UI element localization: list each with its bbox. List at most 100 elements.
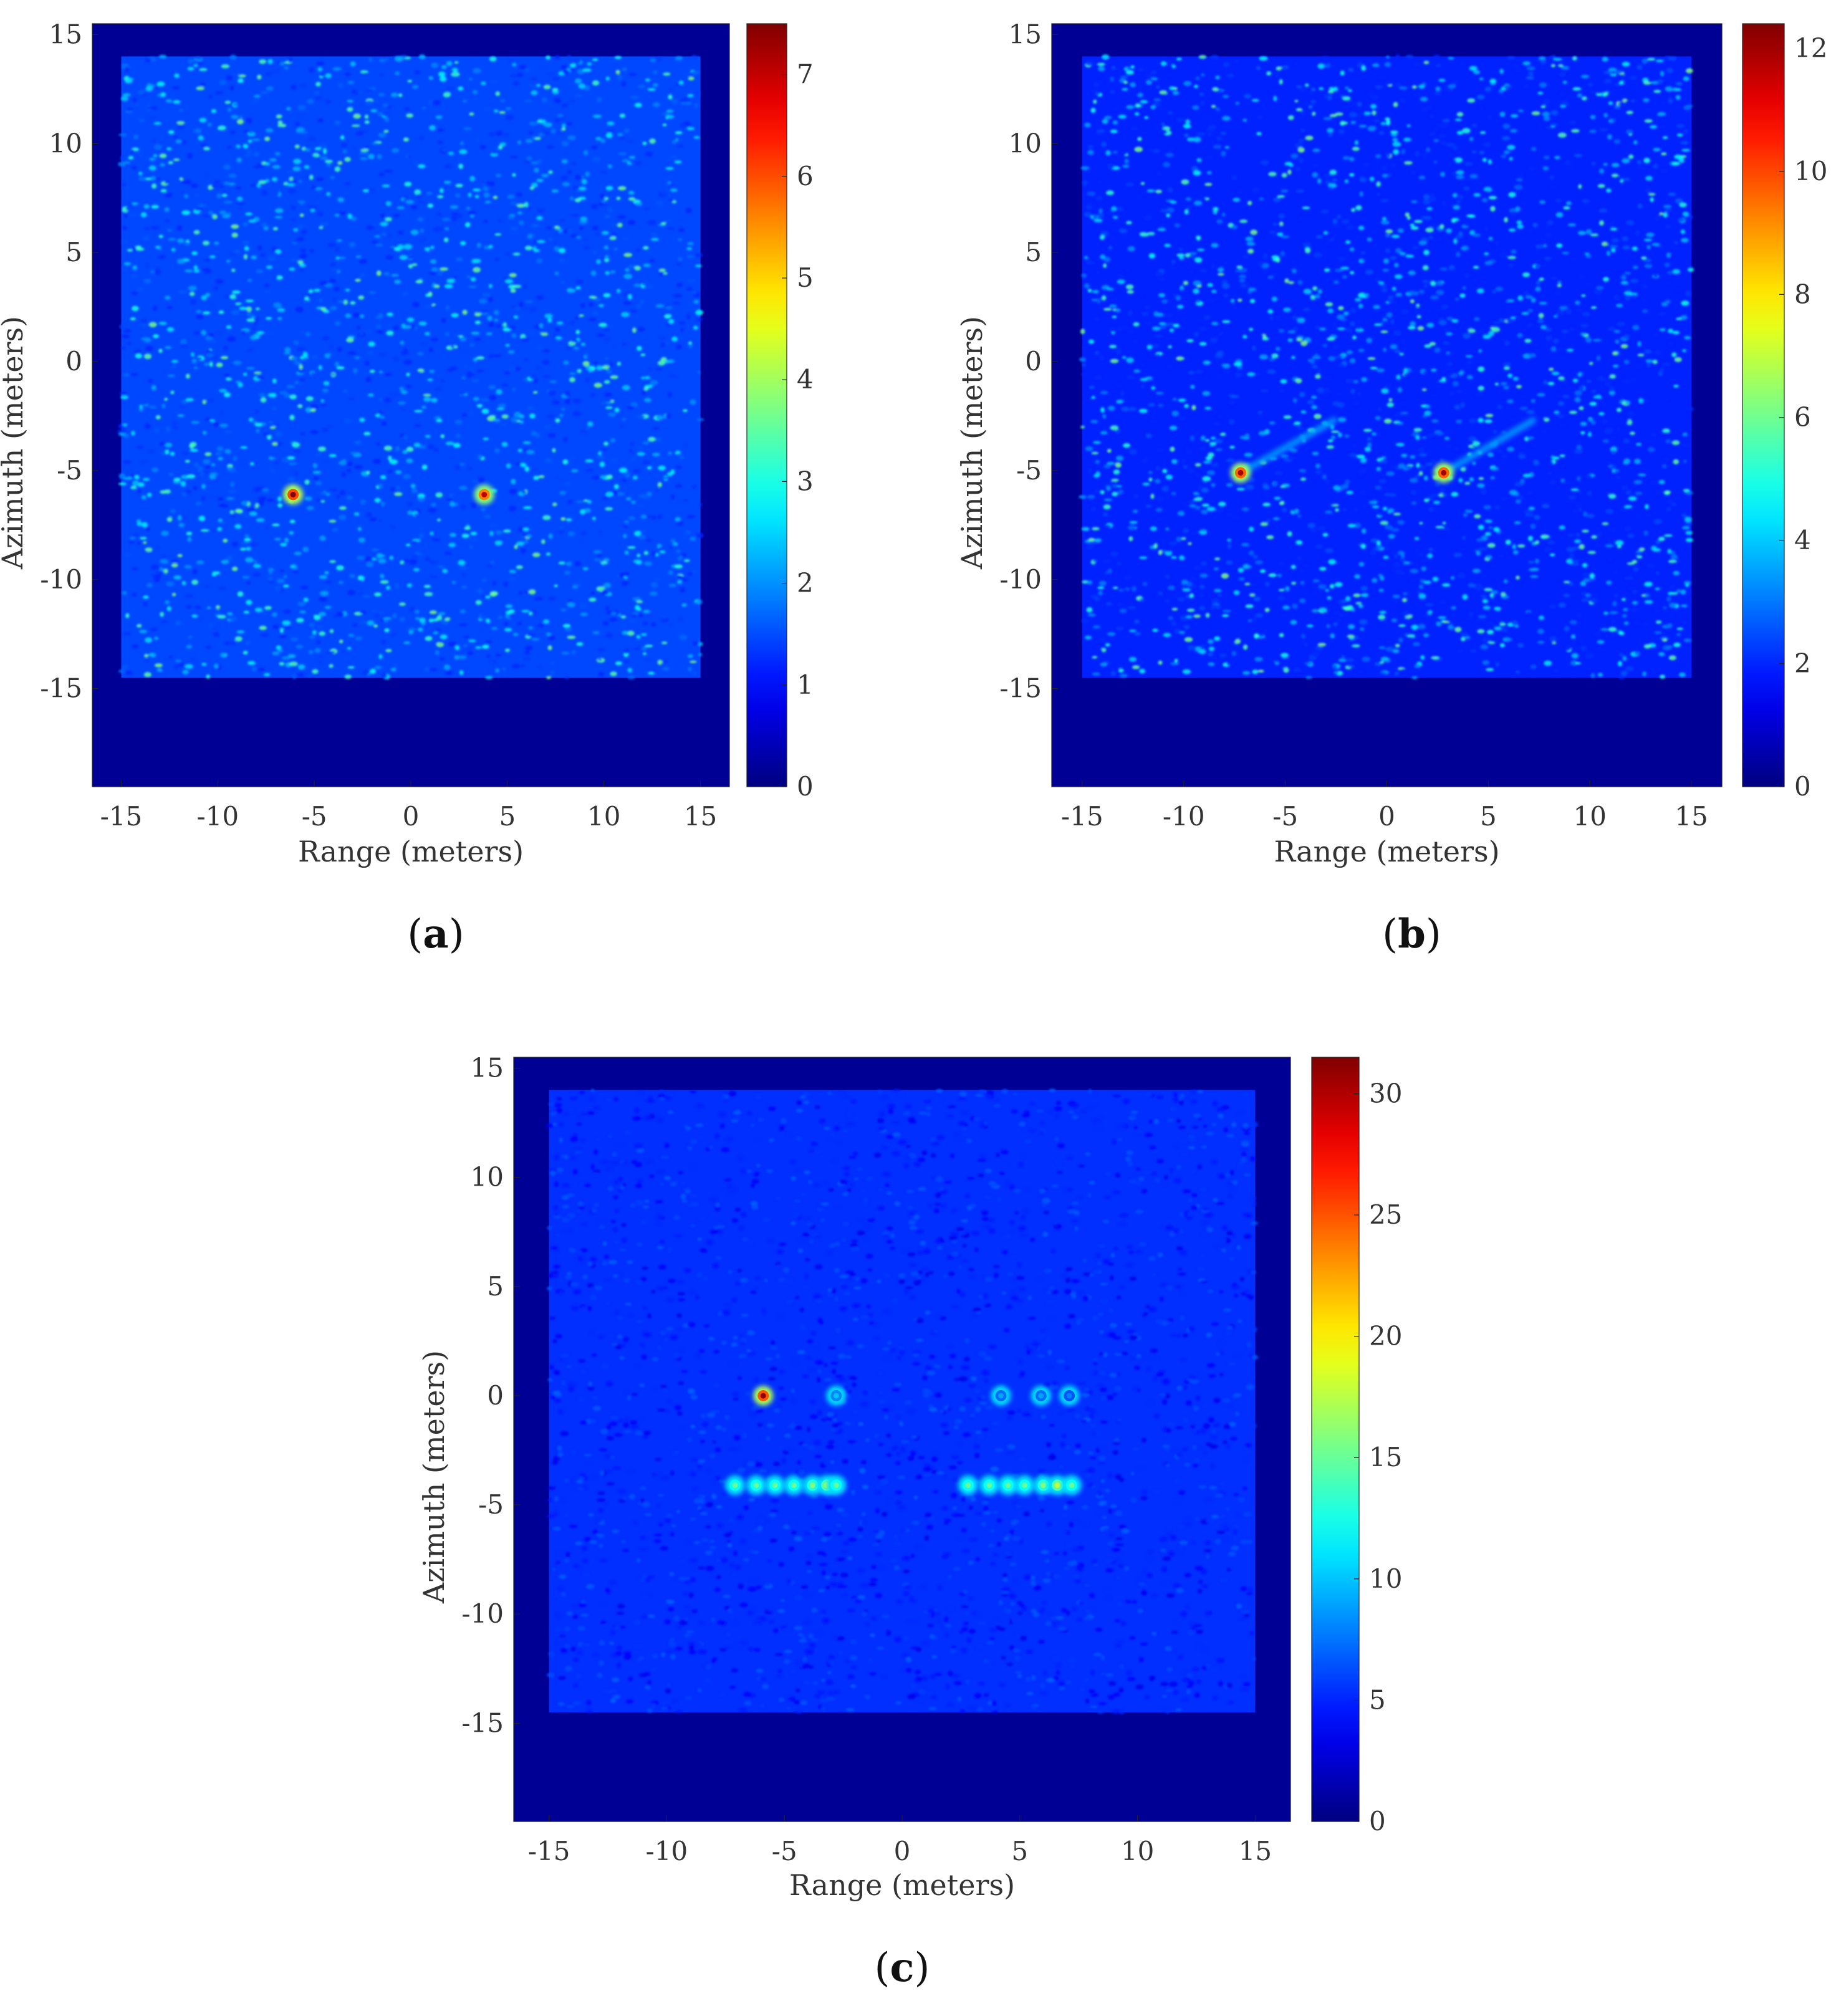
speckle [1438,320,1447,325]
speckle [593,550,602,554]
speckle [286,107,291,111]
speckle [1509,211,1517,216]
clutter-region [1079,54,1694,679]
speckle [1314,325,1320,329]
speckle [418,200,425,204]
speckle [628,72,637,76]
speckle [1668,559,1676,564]
speckle [1549,636,1557,641]
speckle [1411,200,1418,203]
speckle [148,115,158,120]
speckle [1341,355,1345,360]
speckle [206,674,211,679]
speckle [431,398,438,403]
speckle [592,631,600,635]
speckle [1642,284,1648,289]
speckle [1273,198,1281,202]
speckle [208,94,213,100]
speckle [1360,491,1367,495]
speckle [640,353,646,357]
speckle [274,151,281,156]
speckle [223,201,233,204]
speckle [424,592,433,596]
speckle [471,538,478,541]
speckle [1161,486,1169,492]
speckle [571,650,576,655]
speckle [433,416,441,420]
speckle [1537,393,1545,396]
x-tick-label: -10 [196,801,239,832]
speckle [665,413,671,418]
speckle [187,537,191,542]
speckle [384,373,392,376]
speckle [1637,203,1643,209]
speckle [234,524,242,529]
speckle [1382,288,1388,292]
speckle [125,107,134,112]
speckle [536,345,544,350]
speckle [1506,299,1515,302]
speckle [537,239,545,244]
speckle [1613,444,1618,448]
speckle [231,513,235,517]
speckle [212,214,218,219]
speckle [191,353,195,357]
speckle [1096,80,1103,85]
speckle [1630,279,1638,283]
speckle [308,206,317,211]
speckle [468,545,473,549]
speckle [1260,522,1269,526]
speckle [309,175,314,180]
speckle [582,567,589,570]
speckle [1335,617,1342,623]
speckle [161,530,169,536]
speckle [1431,656,1439,660]
speckle [1346,327,1352,333]
speckle [151,385,156,391]
speckle [1481,198,1488,203]
speckle [621,479,628,482]
speckle [1651,242,1660,246]
speckle [480,630,484,635]
speckle [1459,194,1463,199]
speckle [130,373,138,376]
speckle [1566,348,1574,352]
speckle [378,398,383,402]
speckle [499,423,507,427]
speckle [610,375,618,380]
speckle [1226,660,1234,666]
speckle [1329,186,1334,191]
speckle [1100,254,1106,260]
speckle [121,346,127,350]
speckle [1544,660,1552,666]
speckle [571,339,579,343]
speckle [578,83,585,89]
speckle [1268,171,1277,176]
speckle [486,653,491,659]
speckle [384,117,389,122]
speckle [491,148,499,155]
speckle [139,537,147,540]
speckle [1199,269,1208,272]
speckle [229,510,234,514]
speckle [307,674,313,678]
speckle [1383,545,1390,550]
speckle [253,151,260,156]
speckle [1230,299,1235,303]
speckle [398,602,406,606]
speckle [1133,494,1139,499]
speckle [1171,620,1176,626]
speckle [1653,148,1661,151]
speckle [251,666,257,672]
speckle [452,68,458,72]
speckle [249,130,254,135]
speckle [1156,496,1164,502]
speckle [1418,584,1424,589]
speckle [508,613,515,618]
speckle [1650,125,1658,129]
speckle [1247,372,1255,377]
speckle [525,138,533,143]
speckle [1485,413,1494,418]
speckle [442,569,448,574]
speckle [1625,666,1634,671]
